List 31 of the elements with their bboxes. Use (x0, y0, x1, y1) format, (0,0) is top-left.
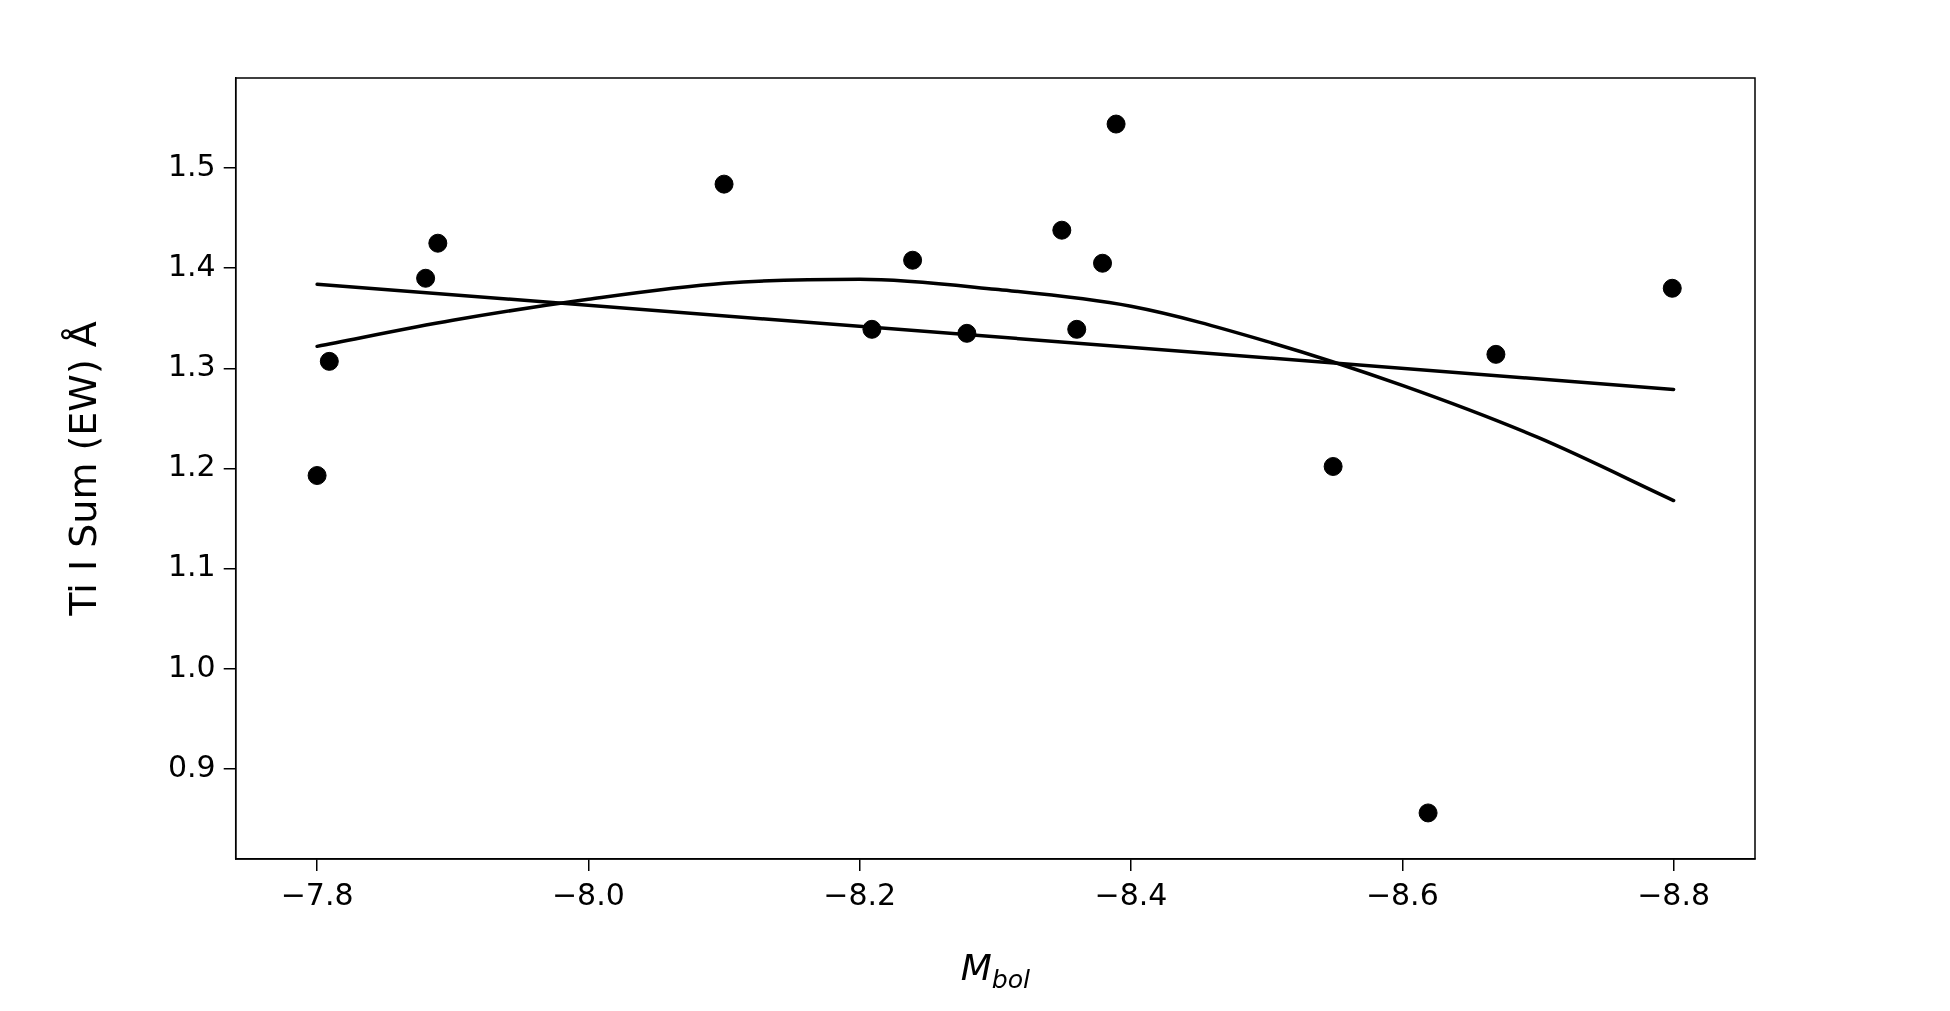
x-tick-label: −8.8 (1637, 876, 1711, 912)
x-tick-label: −8.4 (1094, 876, 1168, 912)
point (428, 233, 448, 253)
y-axis-title: Ti I Sum (EW) Å (60, 321, 105, 617)
point (862, 319, 882, 339)
y-tick-label: 1.5 (167, 147, 216, 183)
point (903, 250, 923, 270)
point (416, 268, 436, 288)
y-tick-label: 0.9 (167, 748, 216, 784)
point (1486, 344, 1506, 364)
point (319, 351, 339, 371)
point (1106, 114, 1126, 134)
point (1052, 220, 1072, 240)
x-tick-label: −8.2 (823, 876, 897, 912)
point (1093, 253, 1113, 273)
y-tick-label: 1.0 (167, 648, 216, 684)
y-tick-label: 1.1 (167, 548, 216, 584)
point (1662, 278, 1682, 298)
point (1323, 457, 1343, 476)
y-tick-label: 1.3 (167, 348, 216, 384)
point (1067, 319, 1087, 339)
point (307, 466, 327, 486)
x-tick-label: −7.8 (280, 876, 354, 912)
point (1418, 803, 1438, 823)
point (957, 323, 977, 343)
line-series (315, 277, 1676, 503)
point (714, 174, 734, 194)
x-tick-label: −8.0 (551, 876, 625, 912)
y-tick-label: 1.4 (167, 248, 216, 284)
x-tick-label: −8.6 (1365, 876, 1439, 912)
y-tick-label: 1.2 (167, 448, 216, 484)
